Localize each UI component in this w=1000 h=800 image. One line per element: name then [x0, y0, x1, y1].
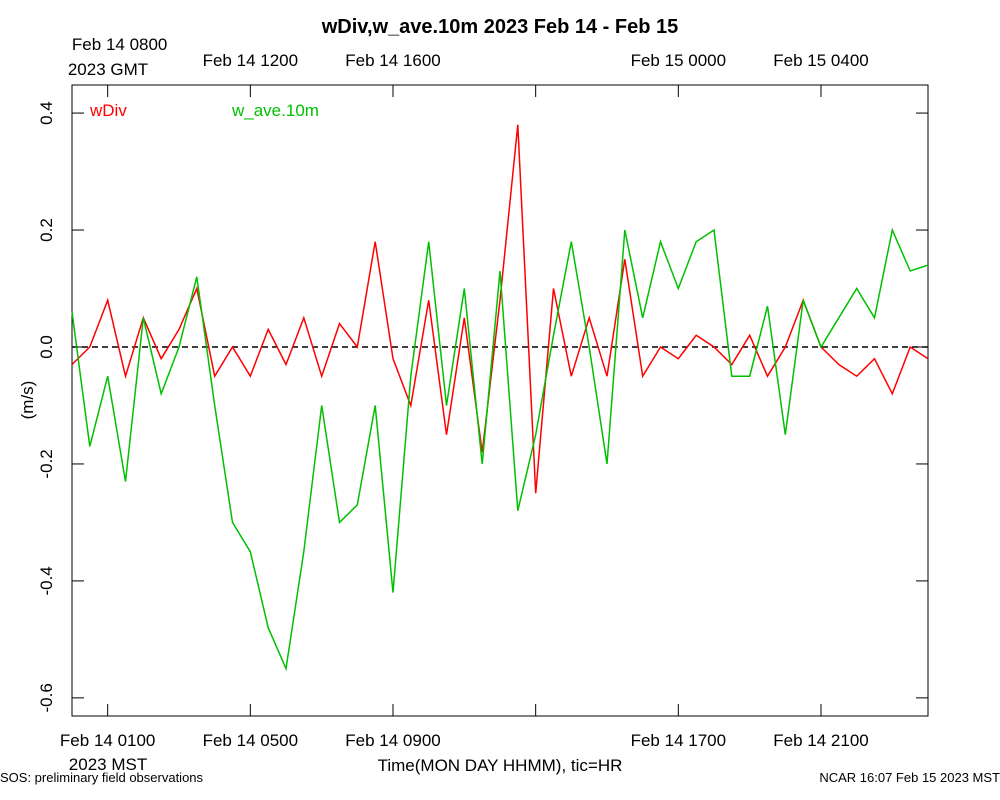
footer-right: NCAR 16:07 Feb 15 2023 MST [819, 770, 1000, 785]
footer-left: SOS: preliminary field observations [0, 770, 204, 785]
y-axis-label: (m/s) [18, 381, 37, 420]
top-x-tick-label: Feb 15 0000 [631, 51, 726, 70]
series-line [71, 124, 929, 494]
x-tick-label: Feb 14 2100 [773, 731, 868, 750]
y-tick-label: -0.4 [37, 566, 56, 595]
x-tick-label: Feb 14 0900 [345, 731, 440, 750]
y-tick-label: -0.2 [37, 449, 56, 478]
x-tick-label: Feb 14 0500 [203, 731, 298, 750]
plot-frame [71, 84, 929, 717]
top-x-tick-label: Feb 14 1200 [203, 51, 298, 70]
y-tick-label: 0.0 [37, 335, 56, 359]
top-axis-note: 2023 GMT [68, 60, 148, 79]
series-line [71, 227, 929, 672]
x-axis-label: Time(MON DAY HHMM), tic=HR [378, 756, 623, 775]
top-x-tick-label: Feb 14 0800 [72, 35, 167, 54]
x-tick-label: Feb 14 0100 [60, 731, 155, 750]
x-tick-label: Feb 14 1700 [631, 731, 726, 750]
y-tick-label: 0.2 [37, 218, 56, 242]
legend-entry: w_ave.10m [231, 101, 319, 120]
y-tick-label: 0.4 [37, 101, 56, 125]
top-x-tick-label: Feb 15 0400 [773, 51, 868, 70]
bottom-axis-note: 2023 MST [69, 755, 147, 774]
legend-entry: wDiv [89, 101, 127, 120]
top-x-tick-label: Feb 14 1600 [345, 51, 440, 70]
y-tick-label: -0.6 [37, 683, 56, 712]
chart-title: wDiv,w_ave.10m 2023 Feb 14 - Feb 15 [321, 16, 678, 38]
